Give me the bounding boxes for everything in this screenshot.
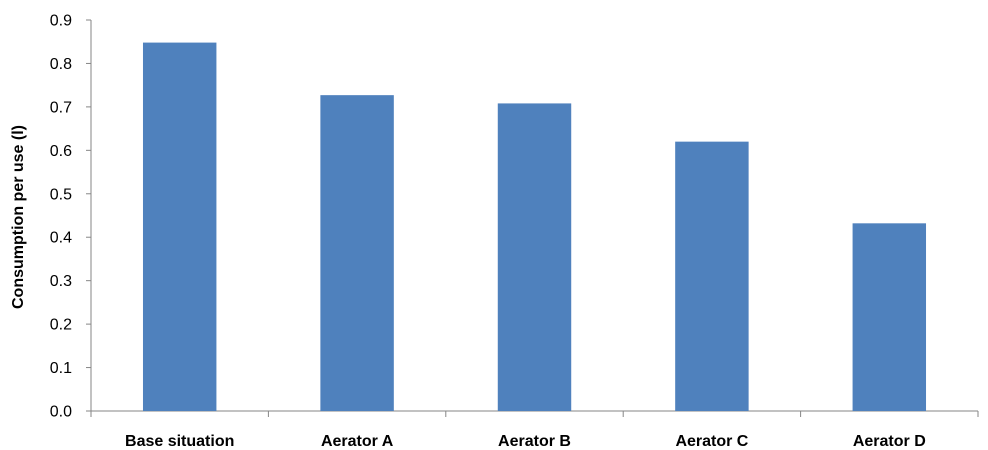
y-tick-label: 0.4 <box>50 230 72 247</box>
y-tick-label: 0.5 <box>50 186 72 203</box>
bar <box>497 103 572 411</box>
bar <box>142 42 217 411</box>
y-tick-label: 0.3 <box>50 273 72 290</box>
y-tick-label: 0.8 <box>50 56 72 73</box>
y-tick-label: 0.9 <box>50 13 72 30</box>
y-tick-label: 0.1 <box>50 360 72 377</box>
y-tick-label: 0.7 <box>50 99 72 116</box>
x-category-label: Aerator A <box>321 433 394 450</box>
x-axis <box>90 410 979 417</box>
x-category-label: Aerator C <box>675 433 748 450</box>
x-category-label: Aerator B <box>498 433 571 450</box>
y-tick-label: 0.6 <box>50 143 72 160</box>
category-labels: Base situation Aerator A Aerator B Aerator … <box>125 433 926 450</box>
y-axis-title: Consumption per use (l) <box>10 125 27 309</box>
y-tick-label: 0.0 <box>50 404 72 421</box>
bar <box>852 223 927 411</box>
x-category-label: Aerator D <box>853 433 926 450</box>
x-category-label: Base situation <box>125 433 234 450</box>
bars <box>142 42 927 412</box>
y-axis: 0.0 0.1 0.2 0.3 0.4 0.5 0.6 0.7 0.8 0.9 <box>50 13 92 421</box>
bar <box>675 141 749 411</box>
bar <box>320 95 394 412</box>
y-tick-label: 0.2 <box>50 317 72 334</box>
